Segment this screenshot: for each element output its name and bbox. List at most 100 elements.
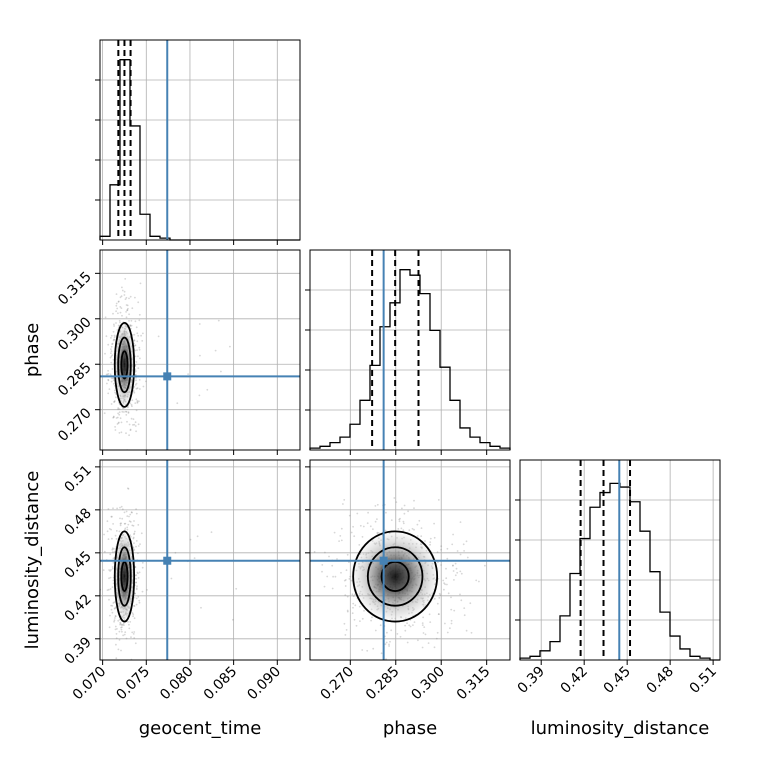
sample-point xyxy=(106,589,109,591)
sample-point xyxy=(313,551,316,553)
sample-point xyxy=(137,572,139,575)
sample-point xyxy=(132,633,135,635)
sample-point xyxy=(445,577,448,580)
sample-point xyxy=(111,368,114,370)
sample-point xyxy=(459,570,462,573)
sample-point xyxy=(427,642,430,644)
x-tick-label: 0.085 xyxy=(201,664,241,704)
sample-point xyxy=(376,503,379,506)
sample-point xyxy=(141,590,144,593)
sample-point xyxy=(114,615,117,618)
x-tick-label: 0.285 xyxy=(363,664,403,704)
sample-point xyxy=(111,343,113,345)
sample-point xyxy=(114,547,117,550)
sample-point xyxy=(133,423,136,426)
sample-point xyxy=(127,487,129,490)
sample-point xyxy=(112,330,115,333)
sample-point xyxy=(137,334,140,337)
sample-point xyxy=(125,414,128,416)
sample-point xyxy=(440,548,442,551)
sample-point xyxy=(128,320,130,322)
sample-point xyxy=(133,631,136,633)
sample-point xyxy=(338,540,340,542)
sample-point xyxy=(452,564,454,567)
sample-point xyxy=(374,629,377,632)
sample-point xyxy=(354,604,357,607)
sample-point xyxy=(114,625,117,628)
sample-point xyxy=(125,410,128,413)
sample-point xyxy=(121,314,123,317)
sample-point xyxy=(116,416,119,419)
sample-point xyxy=(115,393,117,395)
panel-content xyxy=(310,460,510,660)
sample-point xyxy=(110,361,113,364)
sample-point xyxy=(103,533,105,536)
y-axis-label: phase xyxy=(22,323,43,377)
sample-point xyxy=(135,581,138,584)
sample-point xyxy=(125,296,128,299)
sample-point xyxy=(134,349,137,352)
sample-point xyxy=(135,379,137,382)
sample-point xyxy=(134,384,137,386)
sample-point xyxy=(119,623,121,626)
sample-point xyxy=(129,621,132,623)
sample-point xyxy=(111,604,114,607)
sample-point xyxy=(113,550,116,553)
sample-point xyxy=(121,626,123,628)
sample-point xyxy=(113,401,115,403)
sample-point xyxy=(475,579,478,582)
sample-point xyxy=(134,402,137,404)
sample-point xyxy=(113,619,116,622)
sample-point xyxy=(125,637,128,640)
sample-point xyxy=(133,520,135,522)
sample-point xyxy=(444,583,446,586)
sample-point xyxy=(355,624,358,627)
y-tick-label: 0.315 xyxy=(55,269,95,309)
sample-point xyxy=(111,611,114,614)
sample-point xyxy=(372,647,375,650)
sample-point xyxy=(115,643,117,646)
sample-point xyxy=(125,304,128,306)
sample-point xyxy=(131,612,134,614)
sample-point xyxy=(200,606,202,609)
sample-point xyxy=(399,635,402,638)
sample-point xyxy=(108,577,110,580)
sample-point xyxy=(119,622,122,625)
sample-point xyxy=(451,543,454,546)
sample-point xyxy=(446,557,449,560)
sample-point xyxy=(361,536,364,538)
sample-point xyxy=(113,334,116,337)
sample-point xyxy=(111,537,113,540)
sample-point xyxy=(140,532,143,535)
sample-point xyxy=(413,507,415,509)
sample-point xyxy=(121,517,124,520)
sample-point xyxy=(139,388,141,390)
sample-point xyxy=(129,325,132,327)
sample-point xyxy=(124,410,127,413)
x-tick-label: 0.45 xyxy=(601,664,634,697)
sample-point xyxy=(367,511,369,514)
sample-point xyxy=(135,326,138,329)
sample-point xyxy=(108,388,111,390)
sample-point xyxy=(453,579,455,581)
sample-point xyxy=(404,624,406,627)
sample-point xyxy=(115,302,118,305)
sample-point xyxy=(217,319,220,322)
sample-point xyxy=(403,504,406,507)
sample-point xyxy=(126,309,129,312)
x-axis-label: geocent_time xyxy=(139,718,262,739)
sample-point xyxy=(110,403,113,405)
y-tick-label: 0.48 xyxy=(61,505,94,538)
sample-point xyxy=(113,338,115,341)
sample-point xyxy=(465,540,468,543)
x-axis-label: luminosity_distance xyxy=(531,718,710,739)
sample-point xyxy=(376,518,378,520)
sample-point xyxy=(130,511,133,514)
sample-point xyxy=(102,569,105,571)
sample-point xyxy=(140,334,143,337)
sample-point xyxy=(125,510,128,513)
sample-point xyxy=(422,632,425,634)
sample-point xyxy=(437,613,440,615)
sample-point xyxy=(389,640,391,643)
x-tick-label: 0.42 xyxy=(558,664,591,697)
